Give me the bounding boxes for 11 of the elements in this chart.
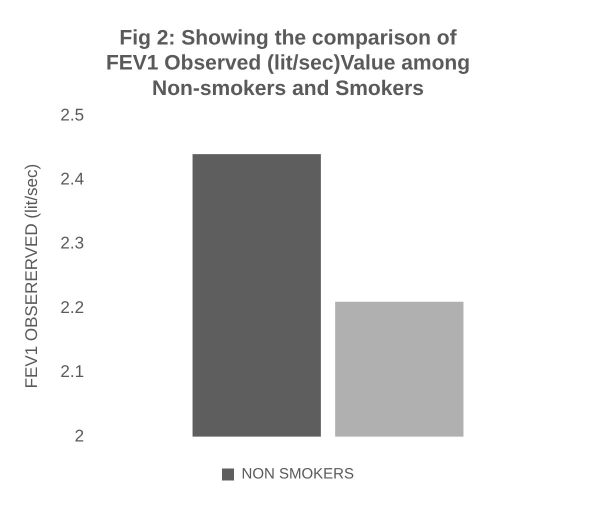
text: Fig 2: Showing the comparison of — [119, 26, 457, 50]
text: FEV1 Observed (lit/sec)Value among — [106, 52, 470, 75]
legend-label: NON SMOKERS — [241, 466, 354, 483]
text: Non-smokers and Smokers — [152, 76, 424, 100]
y-axis-title: FEV1 OBSERERVED (lit/sec) — [22, 164, 41, 388]
y-tick-label: 2 — [74, 426, 84, 446]
y-tick-label: 2.4 — [60, 169, 84, 188]
y-tick-label: 2.5 — [60, 105, 84, 124]
y-tick-label: 2.2 — [60, 298, 84, 317]
y-tick-label: 2.1 — [60, 362, 84, 382]
y-tick-label: 2.3 — [60, 234, 84, 253]
